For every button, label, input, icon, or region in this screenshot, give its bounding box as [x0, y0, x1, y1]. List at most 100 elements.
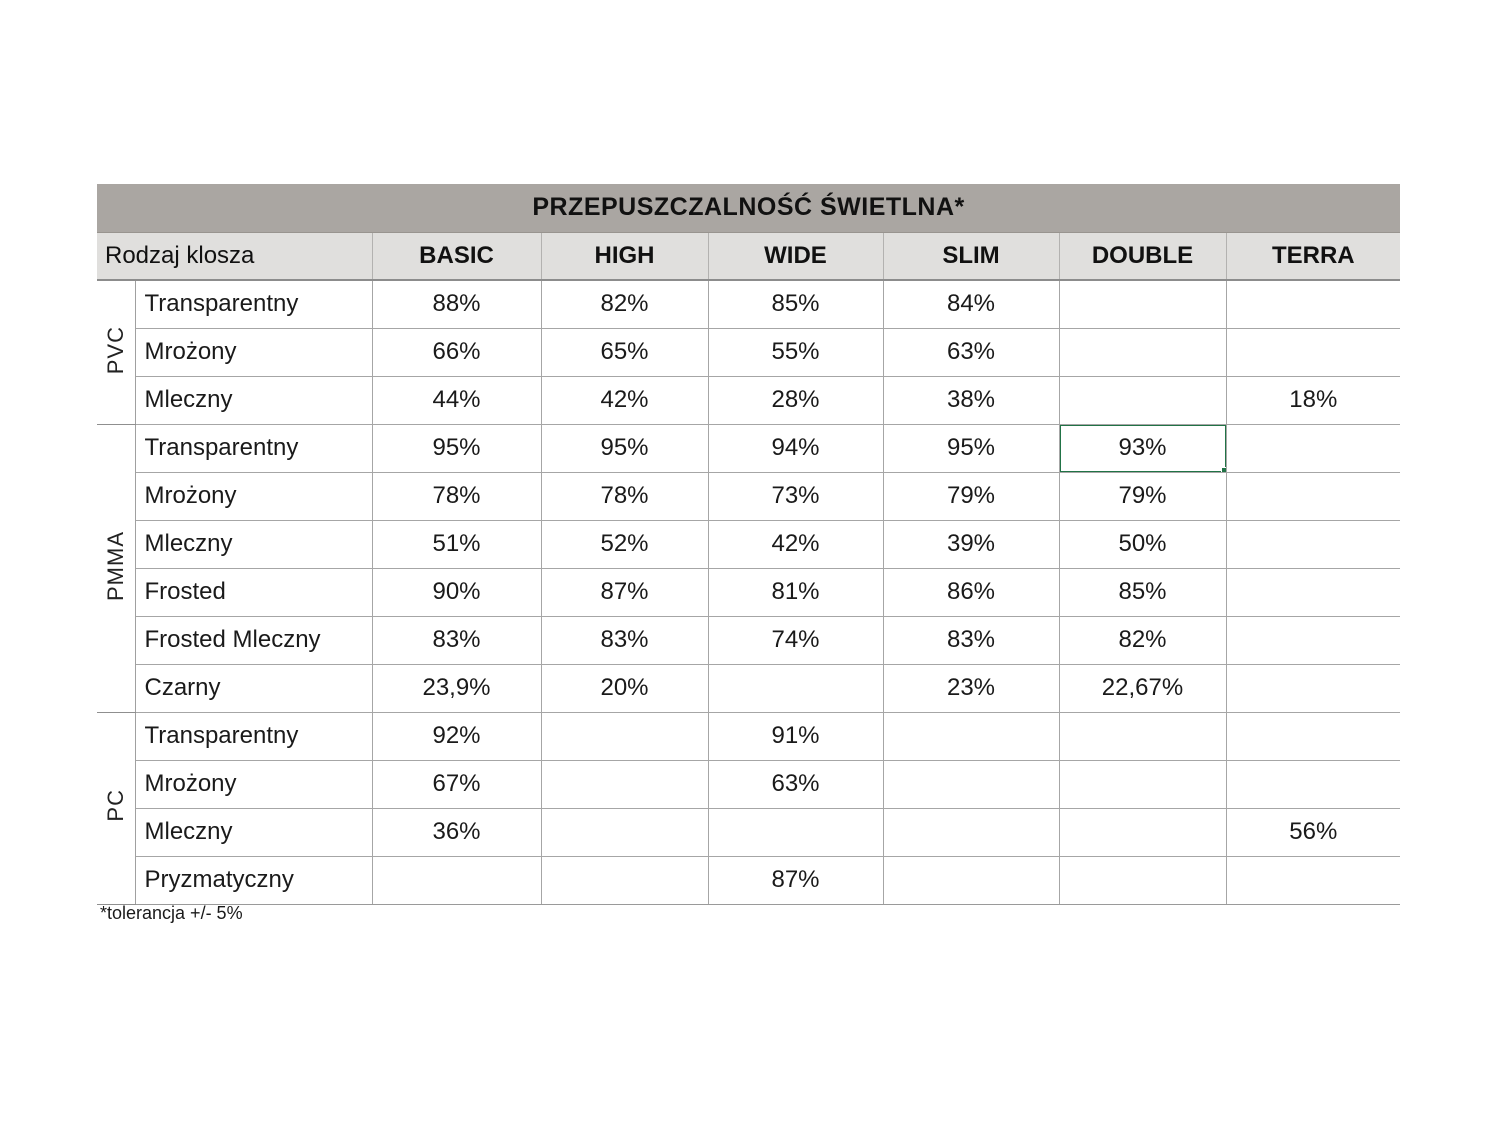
- data-cell[interactable]: 56%: [1225, 807, 1401, 857]
- data-cell[interactable]: 78%: [371, 471, 542, 521]
- row-label[interactable]: Pryzmatyczny: [134, 855, 373, 905]
- data-cell[interactable]: 73%: [707, 471, 884, 521]
- data-cell[interactable]: 39%: [882, 519, 1060, 569]
- selected-cell[interactable]: 93%: [1058, 423, 1227, 473]
- data-cell[interactable]: 42%: [707, 519, 884, 569]
- data-cell[interactable]: [882, 759, 1060, 809]
- data-cell[interactable]: [1058, 759, 1227, 809]
- data-cell[interactable]: 67%: [371, 759, 542, 809]
- data-cell[interactable]: [1225, 711, 1401, 761]
- row-label[interactable]: Mrożony: [134, 759, 373, 809]
- data-cell[interactable]: [1225, 519, 1401, 569]
- data-cell[interactable]: [1058, 327, 1227, 377]
- data-cell[interactable]: [1058, 711, 1227, 761]
- data-cell[interactable]: 65%: [540, 327, 709, 377]
- data-cell[interactable]: [1225, 663, 1401, 713]
- data-cell[interactable]: 63%: [882, 327, 1060, 377]
- data-cell[interactable]: [882, 807, 1060, 857]
- data-cell[interactable]: 20%: [540, 663, 709, 713]
- data-cell[interactable]: [882, 711, 1060, 761]
- row-label[interactable]: Mleczny: [134, 375, 373, 425]
- data-cell[interactable]: 52%: [540, 519, 709, 569]
- row-label[interactable]: Frosted: [134, 567, 373, 617]
- data-cell[interactable]: 94%: [707, 423, 884, 473]
- data-cell[interactable]: 92%: [371, 711, 542, 761]
- row-label[interactable]: Mrożony: [134, 471, 373, 521]
- row-label[interactable]: Mrożony: [134, 327, 373, 377]
- row-label[interactable]: Czarny: [134, 663, 373, 713]
- data-cell[interactable]: 87%: [540, 567, 709, 617]
- data-cell[interactable]: 95%: [882, 423, 1060, 473]
- row-label[interactable]: Mleczny: [134, 519, 373, 569]
- data-cell[interactable]: 38%: [882, 375, 1060, 425]
- data-cell[interactable]: [707, 663, 884, 713]
- data-cell[interactable]: 95%: [540, 423, 709, 473]
- data-cell[interactable]: 36%: [371, 807, 542, 857]
- column-header-basic[interactable]: BASIC: [371, 232, 541, 281]
- column-header-slim[interactable]: SLIM: [882, 232, 1059, 281]
- row-label[interactable]: Transparentny: [134, 711, 373, 761]
- data-cell[interactable]: [1058, 279, 1227, 329]
- data-cell[interactable]: [1225, 759, 1401, 809]
- data-cell[interactable]: [1225, 423, 1401, 473]
- table-row-pvc-2: Mleczny 44% 42% 28% 38% 18%: [97, 375, 1401, 425]
- data-cell[interactable]: [540, 855, 709, 905]
- data-cell[interactable]: 90%: [371, 567, 542, 617]
- row-label[interactable]: Frosted Mleczny: [134, 615, 373, 665]
- data-cell[interactable]: 91%: [707, 711, 884, 761]
- data-cell[interactable]: [1058, 375, 1227, 425]
- data-cell[interactable]: [1225, 471, 1401, 521]
- data-cell[interactable]: [540, 711, 709, 761]
- data-cell[interactable]: 86%: [882, 567, 1060, 617]
- data-cell[interactable]: [882, 855, 1060, 905]
- data-cell[interactable]: 83%: [540, 615, 709, 665]
- data-cell[interactable]: 83%: [371, 615, 542, 665]
- row-label[interactable]: Transparentny: [134, 279, 373, 329]
- data-cell[interactable]: [1058, 855, 1227, 905]
- data-cell[interactable]: 87%: [707, 855, 884, 905]
- row-label[interactable]: Mleczny: [134, 807, 373, 857]
- data-cell[interactable]: [540, 759, 709, 809]
- data-cell[interactable]: 95%: [371, 423, 542, 473]
- data-cell[interactable]: 28%: [707, 375, 884, 425]
- data-cell[interactable]: 88%: [371, 279, 542, 329]
- data-cell[interactable]: [1225, 615, 1401, 665]
- data-cell[interactable]: 44%: [371, 375, 542, 425]
- data-cell[interactable]: 22,67%: [1058, 663, 1227, 713]
- data-cell[interactable]: 66%: [371, 327, 542, 377]
- data-cell[interactable]: [1225, 327, 1401, 377]
- data-cell[interactable]: 85%: [1058, 567, 1227, 617]
- data-cell[interactable]: 78%: [540, 471, 709, 521]
- table-row-pmma-1: Mrożony 78% 78% 73% 79% 79%: [97, 471, 1401, 521]
- data-cell[interactable]: 74%: [707, 615, 884, 665]
- data-cell[interactable]: 84%: [882, 279, 1060, 329]
- data-cell[interactable]: [1225, 279, 1401, 329]
- data-cell[interactable]: [540, 807, 709, 857]
- data-cell[interactable]: 82%: [540, 279, 709, 329]
- data-cell[interactable]: 79%: [882, 471, 1060, 521]
- data-cell[interactable]: 23,9%: [371, 663, 542, 713]
- column-header-double[interactable]: DOUBLE: [1058, 232, 1226, 281]
- data-cell[interactable]: 55%: [707, 327, 884, 377]
- data-cell[interactable]: [1225, 855, 1401, 905]
- data-cell[interactable]: 83%: [882, 615, 1060, 665]
- column-header-terra[interactable]: TERRA: [1225, 232, 1401, 281]
- data-cell[interactable]: [371, 855, 542, 905]
- data-cell[interactable]: 23%: [882, 663, 1060, 713]
- data-cell[interactable]: [707, 807, 884, 857]
- data-cell[interactable]: 51%: [371, 519, 542, 569]
- column-header-high[interactable]: HIGH: [540, 232, 708, 281]
- group-label-pmma: PMMA: [97, 423, 136, 713]
- column-header-wide[interactable]: WIDE: [707, 232, 883, 281]
- data-cell[interactable]: 18%: [1225, 375, 1401, 425]
- data-cell[interactable]: 81%: [707, 567, 884, 617]
- data-cell[interactable]: 63%: [707, 759, 884, 809]
- row-label[interactable]: Transparentny: [134, 423, 373, 473]
- data-cell[interactable]: 82%: [1058, 615, 1227, 665]
- data-cell[interactable]: 85%: [707, 279, 884, 329]
- data-cell[interactable]: [1058, 807, 1227, 857]
- data-cell[interactable]: 42%: [540, 375, 709, 425]
- data-cell[interactable]: 79%: [1058, 471, 1227, 521]
- data-cell[interactable]: 50%: [1058, 519, 1227, 569]
- data-cell[interactable]: [1225, 567, 1401, 617]
